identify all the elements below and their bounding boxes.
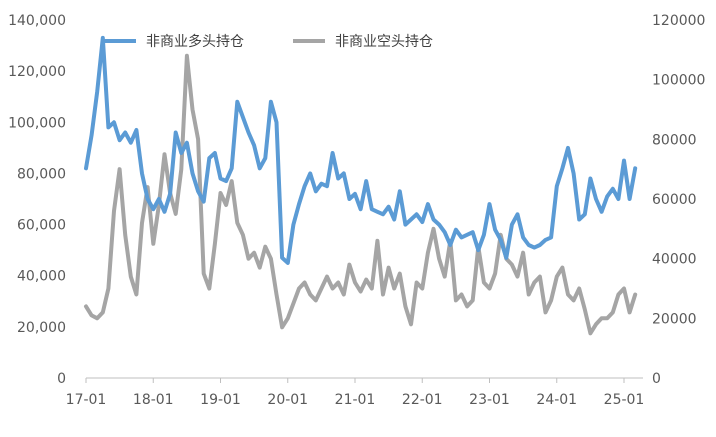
x-axis: 17-01 18-01 19-01 20-01 21-01 22-01 23-01 24-01… <box>66 377 645 408</box>
right-y-axis: 0 20000 40000 60000 80000 100000 120000 <box>652 13 705 387</box>
x-tick-label: 23-01 <box>469 392 510 408</box>
legend-label-long: 非商业多头持仓 <box>146 33 244 50</box>
right-tick-label: 20000 <box>652 311 697 327</box>
right-tick-label: 120000 <box>652 13 705 29</box>
left-tick-label: 140,000 <box>8 13 66 29</box>
series-line-long <box>84 35 638 265</box>
left-tick-label: 80,000 <box>17 166 66 182</box>
x-tick-label: 18-01 <box>133 392 174 408</box>
right-tick-label: 60000 <box>652 192 697 208</box>
legend: 非商业多头持仓 非商业空头持仓 <box>104 33 433 50</box>
x-tick-label: 25-01 <box>604 392 645 408</box>
x-tick-label: 22-01 <box>402 392 443 408</box>
left-tick-label: 120,000 <box>8 64 66 80</box>
right-tick-label: 40000 <box>652 252 697 268</box>
left-tick-label: 60,000 <box>17 218 66 234</box>
right-tick-label: 0 <box>652 371 661 387</box>
x-tick-label: 21-01 <box>335 392 376 408</box>
series-layer <box>84 35 638 336</box>
legend-label-short: 非商业空头持仓 <box>335 34 433 50</box>
x-tick-label: 24-01 <box>536 392 577 408</box>
left-tick-label: 100,000 <box>8 115 66 131</box>
left-tick-label: 40,000 <box>17 269 66 285</box>
left-tick-label: 20,000 <box>17 320 66 336</box>
left-tick-label: 0 <box>57 371 66 387</box>
left-y-axis: 0 20,000 40,000 60,000 80,000 100,000 120,000 1… <box>8 13 66 387</box>
x-tick-label: 17-01 <box>66 392 107 408</box>
right-tick-label: 100000 <box>652 73 705 89</box>
x-tick-label: 19-01 <box>200 392 241 408</box>
x-tick-label: 20-01 <box>267 392 308 408</box>
series-line-short <box>84 53 638 336</box>
right-tick-label: 80000 <box>652 132 697 148</box>
